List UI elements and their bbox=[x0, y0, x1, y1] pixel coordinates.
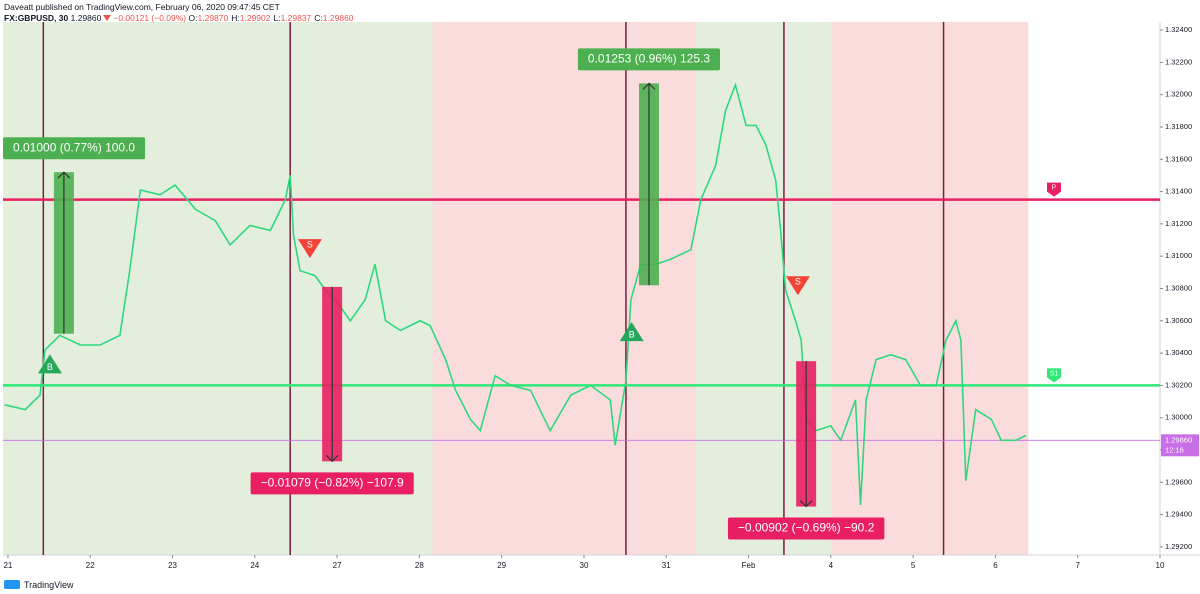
y-tick-label: 1.29200 bbox=[1165, 542, 1192, 551]
x-tick-label: 21 bbox=[3, 561, 12, 570]
last-price-tag bbox=[1161, 434, 1199, 457]
symbol-line: FX:GBPUSD, 30 1.29860 −0.00121 (−0.09%) O… bbox=[4, 13, 357, 24]
measure-label: 0.01000 (0.77%) 100.0 bbox=[13, 140, 135, 154]
x-tick-label: 22 bbox=[86, 561, 95, 570]
measure-arrowhead bbox=[325, 454, 339, 463]
last-price-time: 12:16 bbox=[1165, 445, 1184, 454]
y-tick-label: 1.31000 bbox=[1165, 251, 1192, 260]
measure-label-group: 0.01000 (0.77%) 100.0 bbox=[3, 137, 146, 160]
level-flag bbox=[1047, 182, 1061, 197]
x-tick-label: 5 bbox=[911, 561, 916, 570]
publisher: Daveatt published on TradingView.com, Fe… bbox=[4, 2, 280, 12]
measure-arrowhead bbox=[57, 171, 71, 179]
y-tick-label: 1.32200 bbox=[1165, 57, 1192, 66]
price-line bbox=[4, 82, 1027, 505]
x-tick-label: 30 bbox=[580, 561, 589, 570]
change: −0.00121 (−0.09%) bbox=[113, 13, 187, 23]
last-price-label: 1.29860 bbox=[1165, 435, 1192, 444]
level-label: P bbox=[1052, 185, 1057, 192]
session-band bbox=[3, 22, 433, 555]
y-tick-label: 1.32000 bbox=[1165, 90, 1192, 99]
down-icon bbox=[103, 15, 112, 21]
measure-arrowhead bbox=[642, 82, 656, 90]
y-tick-label: 1.30400 bbox=[1165, 348, 1192, 357]
y-tick-label: 1.31800 bbox=[1165, 122, 1192, 131]
measure-label-bg bbox=[250, 472, 414, 495]
level-flag bbox=[1047, 368, 1061, 383]
measure-label-group: −0.01079 (−0.82%) −107.9 bbox=[250, 472, 414, 495]
brand: TradingView bbox=[24, 579, 74, 590]
measure-label-bg bbox=[727, 517, 885, 540]
logo bbox=[4, 580, 20, 589]
measure-arrowhead bbox=[799, 500, 813, 508]
measure-label-group: −0.00902 (−0.69%) −90.2 bbox=[727, 517, 885, 540]
ohlc-value: 1.29902 bbox=[239, 13, 271, 23]
measure-label: −0.00902 (−0.69%) −90.2 bbox=[738, 521, 875, 535]
y-tick-label: 1.31200 bbox=[1165, 219, 1192, 228]
measure-label-bg bbox=[3, 137, 146, 160]
x-tick-label: 24 bbox=[250, 561, 259, 570]
measure-label-bg bbox=[577, 48, 721, 71]
ohlc-key: O: bbox=[188, 13, 198, 23]
ohlc-value: 1.29870 bbox=[197, 13, 229, 23]
signal-label: B bbox=[629, 329, 635, 339]
signal-marker bbox=[37, 354, 62, 374]
y-tick-label: 1.29600 bbox=[1165, 477, 1192, 486]
last: 1.29860 bbox=[70, 13, 102, 23]
symbol: FX:GBPUSD, 30 bbox=[4, 13, 69, 23]
x-tick-label: 10 bbox=[1156, 561, 1165, 570]
footer: TradingView bbox=[0, 575, 1200, 594]
signal-label: B bbox=[47, 362, 53, 372]
signal-marker bbox=[619, 322, 644, 342]
x-tick-label: 29 bbox=[497, 561, 506, 570]
signal-marker bbox=[785, 276, 810, 296]
x-tick-label: 31 bbox=[662, 561, 671, 570]
x-tick-label: 28 bbox=[415, 561, 424, 570]
x-tick-label: 7 bbox=[1075, 561, 1080, 570]
y-tick-label: 1.31600 bbox=[1165, 154, 1192, 163]
x-tick-label: 4 bbox=[829, 561, 834, 570]
ohlc-value: 1.29860 bbox=[322, 13, 354, 23]
ohlc: O:1.29870 H:1.29902 L:1.29837 C:1.29860 bbox=[189, 13, 357, 23]
y-tick-label: 1.30000 bbox=[1165, 413, 1192, 422]
chart: 1.292001.294001.296001.298001.300001.302… bbox=[3, 22, 1200, 570]
session-band bbox=[830, 22, 1029, 555]
x-tick-label: Feb bbox=[742, 561, 756, 570]
measure-label: −0.01079 (−0.82%) −107.9 bbox=[261, 475, 404, 489]
ohlc-value: 1.29837 bbox=[280, 13, 312, 23]
y-tick-label: 1.30200 bbox=[1165, 380, 1192, 389]
header: Daveatt published on TradingView.com, Fe… bbox=[4, 2, 357, 24]
y-tick-label: 1.30800 bbox=[1165, 283, 1192, 292]
ohlc-key: H: bbox=[231, 13, 240, 23]
signal-marker bbox=[297, 239, 322, 259]
level-label: S1 bbox=[1050, 370, 1059, 377]
x-tick-label: 23 bbox=[168, 561, 177, 570]
y-tick-label: 1.31400 bbox=[1165, 187, 1192, 196]
ohlc-key: L: bbox=[273, 13, 281, 23]
measure-label-group: 0.01253 (0.96%) 125.3 bbox=[577, 48, 721, 71]
signal-label: S bbox=[795, 277, 801, 287]
signal-label: S bbox=[307, 239, 313, 249]
measure-label: 0.01253 (0.96%) 125.3 bbox=[588, 52, 710, 66]
y-tick-label: 1.30600 bbox=[1165, 316, 1192, 325]
x-tick-label: 27 bbox=[333, 561, 342, 570]
y-tick-label: 1.29400 bbox=[1165, 510, 1192, 519]
y-tick-label: 1.32400 bbox=[1165, 25, 1192, 34]
x-tick-label: 6 bbox=[993, 561, 998, 570]
ohlc-key: C: bbox=[314, 13, 323, 23]
